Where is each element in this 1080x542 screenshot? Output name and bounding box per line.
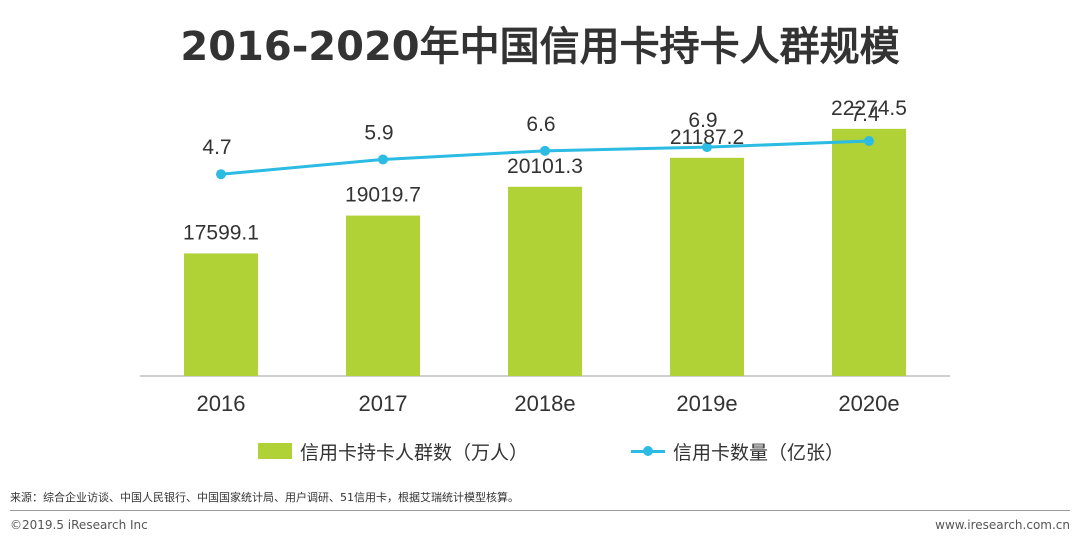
legend-item-bar: 信用卡持卡人群数（万人） [258, 436, 528, 466]
line-value-label: 4.7 [202, 136, 231, 159]
bar-2017 [346, 215, 420, 376]
bar-value-label: 19019.7 [345, 184, 421, 207]
legend-line-label: 信用卡数量（亿张） [673, 441, 845, 464]
line-point-2019e [702, 142, 712, 153]
x-tick-label: 2016 [197, 391, 246, 416]
source-note: 来源：综合企业访谈、中国人民银行、中国国家统计局、用户调研、51信用卡，根据艾瑞… [10, 491, 519, 504]
bar-series [184, 128, 906, 376]
line-value-label: 7.4 [850, 103, 880, 126]
x-tick-label: 2020e [838, 391, 899, 416]
line-point-2017 [378, 154, 388, 165]
line-value-label: 6.9 [688, 109, 717, 132]
bar-value-label: 22274.5 [831, 97, 907, 120]
x-tick-labels: 2016 2017 2018e 2019e 2020e [197, 391, 900, 416]
legend-item-line: 信用卡数量（亿张） [631, 436, 844, 466]
line-point-2016 [216, 169, 226, 180]
x-tick-label: 2017 [359, 391, 408, 416]
x-tick-label: 2019e [676, 391, 737, 416]
legend-bar-swatch [258, 443, 292, 459]
line-series [216, 136, 874, 180]
line-point-2020e [864, 136, 874, 146]
copyright-text: ©2019.5 iResearch Inc [10, 518, 148, 532]
x-tick-label: 2018e [514, 391, 575, 416]
bar-value-label: 20101.3 [507, 155, 583, 178]
chart-title: 2016-2020年中国信用卡持卡人群规模 [180, 24, 900, 70]
legend-line-swatch [631, 443, 665, 459]
website-link[interactable]: www.iresearch.com.cn [935, 518, 1070, 532]
bar-value-label: 17599.1 [183, 221, 259, 244]
line-point-2018e [540, 145, 550, 156]
bar-value-label: 21187.2 [670, 126, 744, 149]
footer-divider [10, 510, 1070, 511]
bar-2020e [832, 128, 906, 376]
legend-bar-label: 信用卡持卡人群数（万人） [300, 441, 529, 464]
line-value-label: 6.6 [526, 113, 555, 136]
bar-2019e [670, 157, 744, 376]
bar-2018e [508, 186, 582, 376]
data-labels: 17599.1 19019.7 20101.3 21187.2 22274.5 4.7 5.… [183, 97, 907, 245]
bar-2016 [184, 253, 258, 376]
line-value-label: 5.9 [364, 121, 393, 144]
